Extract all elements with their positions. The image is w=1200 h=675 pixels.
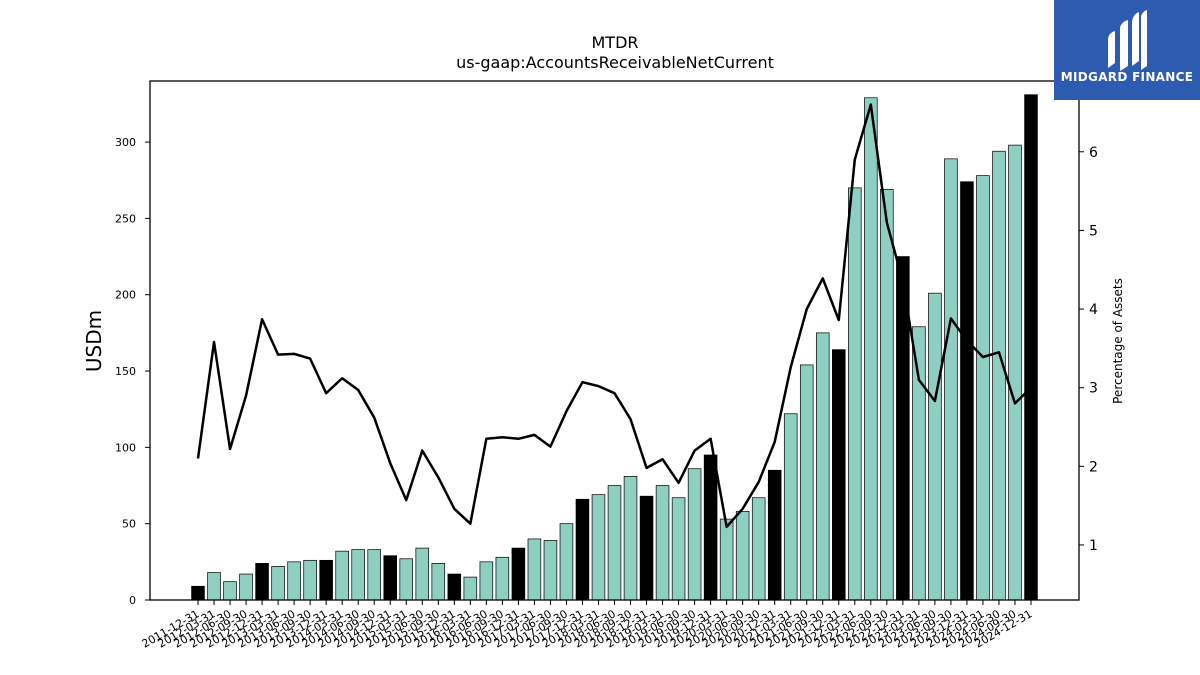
bar-2024-03-31: [976, 175, 990, 601]
left-axis: 0 50 100 150 200 250 300: [115, 136, 150, 607]
bar-2021-12-31: [832, 349, 846, 601]
bar-2023-06-30: [928, 292, 942, 601]
y-tick-label: 300: [115, 136, 136, 149]
bar-2019-03-31: [655, 485, 670, 601]
bar-2018-06-30: [607, 485, 622, 601]
bar-2023-09-30: [944, 158, 958, 601]
bar-2024-06-30: [992, 150, 1006, 601]
bar-2024-12-31: [1024, 94, 1038, 601]
bar-2020-12-31: [767, 469, 782, 601]
bar-2011-12-31: [191, 585, 205, 601]
y2-tick-label: 5: [1089, 223, 1098, 239]
y-tick-label: 200: [115, 289, 136, 302]
bar-2012-03-31: [207, 572, 221, 601]
bar-2015-09-30: [431, 563, 446, 601]
y-tick-label: 0: [129, 594, 136, 607]
brand-logo: MIDGARD FINANCE: [1054, 0, 1200, 100]
y-tick-label: 50: [122, 518, 136, 531]
bar-2013-09-30: [303, 559, 317, 601]
y2-tick-label: 2: [1089, 459, 1098, 475]
bar-2018-12-31: [639, 495, 654, 601]
x-axis: 2011-12-312012-03-312012-06-302012-09-30…: [140, 600, 1035, 651]
y-tick-label: 100: [115, 441, 136, 454]
y-axis-label: USDm: [82, 310, 106, 372]
bar-2012-09-30: [239, 573, 253, 601]
midgard-logo-icon: [1108, 10, 1147, 71]
bar-2013-06-30: [287, 561, 301, 601]
bar-2022-06-30: [864, 97, 878, 601]
bar-2023-03-31: [912, 326, 926, 601]
bar-2019-12-31: [703, 454, 718, 601]
bar-2016-12-31: [511, 547, 526, 601]
bar-2014-09-30: [367, 549, 381, 601]
y-tick-label: 250: [115, 212, 136, 225]
chart-title: MTDR: [591, 33, 638, 52]
bar-2017-09-30: [559, 523, 574, 601]
bar-2019-09-30: [687, 468, 702, 601]
y-tick-label: 150: [115, 365, 136, 378]
bar-2016-03-31: [463, 576, 478, 601]
chart-subtitle: us-gaap:AccountsReceivableNetCurrent: [456, 53, 774, 72]
bar-2021-06-30: [799, 364, 814, 601]
y2-tick-label: 3: [1089, 381, 1098, 397]
bar-2023-12-31: [960, 181, 974, 601]
y2-tick-label: 6: [1089, 145, 1098, 161]
bar-2012-06-30: [223, 581, 237, 601]
bar-2016-09-30: [495, 556, 510, 601]
bar-2021-03-31: [783, 413, 798, 601]
bar-2013-03-31: [271, 566, 285, 601]
brand-name: MIDGARD FINANCE: [1061, 70, 1193, 84]
bar-2017-06-30: [543, 540, 558, 601]
bar-2022-09-30: [880, 189, 894, 601]
bar-2019-06-30: [671, 497, 686, 601]
y2-axis-label: Percentage of Assets: [1111, 278, 1125, 404]
y2-tick-label: 1: [1089, 538, 1098, 554]
bar-2024-09-30: [1008, 144, 1022, 601]
y2-tick-label: 4: [1089, 302, 1098, 318]
percentage-line: [196, 103, 1032, 529]
bar-2018-09-30: [623, 476, 638, 601]
line-layer: [196, 103, 1032, 529]
bar-2020-03-31: [719, 518, 734, 601]
bar-2014-12-31: [383, 555, 397, 601]
right-axis: 1 2 3 4 5 6: [1079, 145, 1098, 554]
bar-2021-09-30: [815, 332, 830, 601]
bar-2014-06-30: [351, 549, 365, 601]
bar-group: [191, 94, 1038, 601]
bar-2020-06-30: [735, 511, 750, 601]
bar-2013-12-31: [319, 559, 333, 601]
bar-2016-06-30: [479, 561, 494, 601]
bar-2017-12-31: [575, 498, 590, 601]
bar-2015-12-31: [447, 573, 462, 601]
bar-2020-09-30: [751, 497, 766, 601]
bar-2022-03-31: [848, 187, 862, 601]
bar-2018-03-31: [591, 494, 606, 601]
bar-2017-03-31: [527, 538, 542, 601]
bar-2015-03-31: [399, 558, 414, 601]
bar-2014-03-31: [335, 550, 349, 601]
bar-2012-12-31: [255, 563, 269, 601]
bar-2015-06-30: [415, 547, 430, 601]
